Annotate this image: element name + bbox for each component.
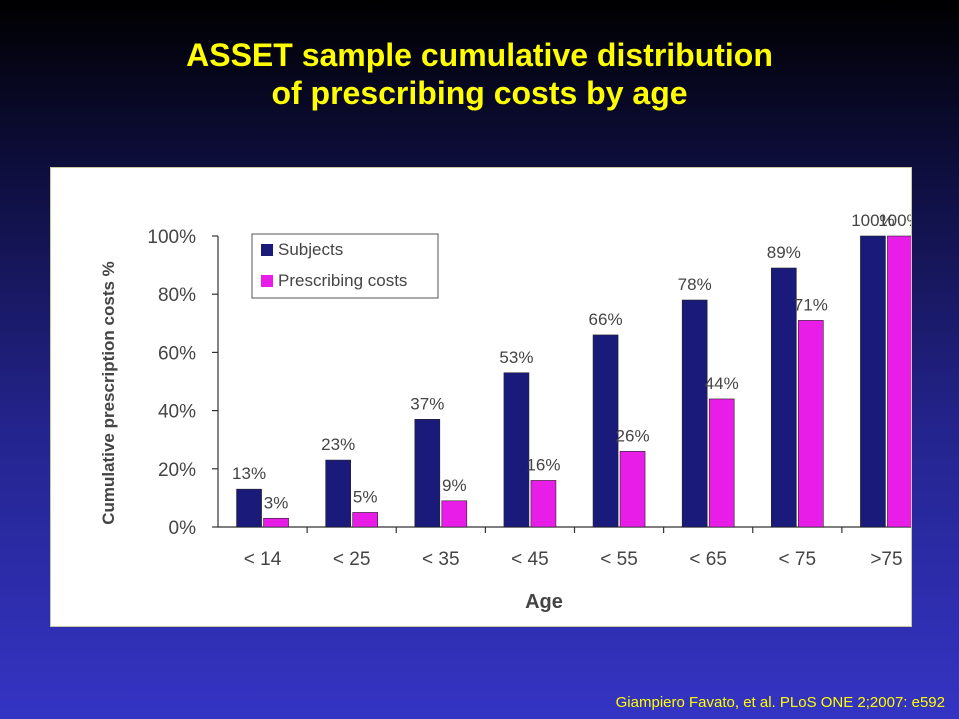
x-tick-label: < 45 xyxy=(511,549,549,570)
citation: Giampiero Favato, et al. PLoS ONE 2;2007… xyxy=(615,694,945,711)
data-label-prescribing-costs: 9% xyxy=(442,476,467,495)
data-label-prescribing-costs: 16% xyxy=(526,455,560,474)
data-label-subjects: 66% xyxy=(589,310,623,329)
bars: 13% 3% 23% 5% 37% 9% 53% 16% 66% 26% 78% 44% 89% 71% 1… xyxy=(232,211,911,528)
bar-subjects xyxy=(592,334,619,528)
data-label-subjects: 37% xyxy=(410,394,444,413)
bar-prescribing-costs xyxy=(530,480,557,528)
bar-prescribing-costs xyxy=(619,451,646,528)
bar-prescribing-costs xyxy=(798,320,824,528)
y-axis-title-group: Cumulative prescription costs % xyxy=(99,261,118,525)
x-tick-label: >75 xyxy=(870,549,902,570)
x-tick-label: < 25 xyxy=(333,549,371,570)
x-tick-label: < 55 xyxy=(600,549,638,570)
bar-prescribing-costs xyxy=(352,512,378,528)
legend-label-subjects: Subjects xyxy=(278,240,343,259)
y-tick-label: 20% xyxy=(158,460,196,481)
bar-subjects xyxy=(681,299,708,528)
y-tick-label: 40% xyxy=(158,402,196,423)
x-tick-label: < 65 xyxy=(689,549,727,570)
data-label-prescribing-costs: 44% xyxy=(705,374,739,393)
data-label-prescribing-costs: 71% xyxy=(794,295,828,314)
data-label-subjects: 100% xyxy=(851,211,894,230)
bar-subjects xyxy=(236,488,262,528)
data-label-subjects: 23% xyxy=(321,435,355,454)
bar-chart: Cumulative prescription costs % Age 0% 20… xyxy=(99,211,911,613)
data-label-prescribing-costs: 100% xyxy=(878,211,911,230)
data-label-subjects: 89% xyxy=(767,243,801,262)
bar-prescribing-costs xyxy=(887,235,911,528)
bar-prescribing-costs xyxy=(708,398,735,528)
legend-label-prescribing-costs: Prescribing costs xyxy=(278,271,407,290)
legend-swatch-subjects xyxy=(261,244,273,256)
bar-prescribing-costs xyxy=(263,517,289,528)
axes: 0% 20% 40% 60% 80% 100% < 14 < 25 < 35 < 45 < 55 < … xyxy=(147,227,911,570)
title-line-1: ASSET sample cumulative distribution xyxy=(186,37,773,73)
y-axis-title: Cumulative prescription costs % xyxy=(99,261,118,525)
data-label-prescribing-costs: 3% xyxy=(264,493,289,512)
bar-subjects xyxy=(503,372,530,528)
y-tick-label: 0% xyxy=(169,518,197,539)
x-tick-label: < 35 xyxy=(422,549,460,570)
chart-panel: Cumulative prescription costs % Age 0% 20… xyxy=(50,167,912,627)
slide-title: ASSET sample cumulative distribution of … xyxy=(0,36,959,112)
data-label-subjects: 13% xyxy=(232,464,266,483)
y-tick-label: 60% xyxy=(158,343,196,364)
y-tick-label: 80% xyxy=(158,285,196,306)
x-axis-title: Age xyxy=(525,591,563,613)
legend-swatch-prescribing-costs xyxy=(261,275,273,287)
x-tick-label: < 14 xyxy=(244,549,282,570)
title-line-2: of prescribing costs by age xyxy=(271,75,688,111)
bar-subjects xyxy=(860,235,886,528)
bar-subjects xyxy=(771,267,797,528)
data-label-subjects: 53% xyxy=(499,348,533,367)
data-label-prescribing-costs: 5% xyxy=(353,487,378,506)
legend: Subjects Prescribing costs xyxy=(251,233,439,299)
data-label-subjects: 78% xyxy=(678,275,712,294)
legend-box xyxy=(251,233,439,299)
y-tick-label: 100% xyxy=(147,227,196,248)
bar-prescribing-costs xyxy=(441,500,468,528)
bar-subjects xyxy=(325,459,351,528)
x-tick-label: < 75 xyxy=(779,549,817,570)
bar-subjects xyxy=(414,419,441,528)
data-label-prescribing-costs: 26% xyxy=(616,426,650,445)
